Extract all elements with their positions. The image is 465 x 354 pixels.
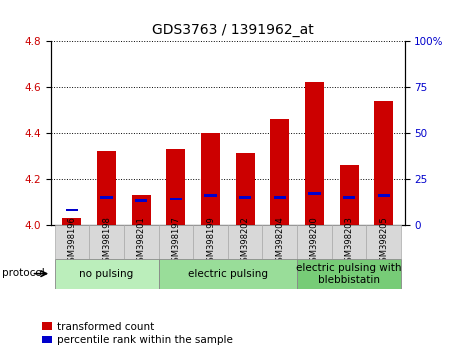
Bar [270,119,289,225]
Bar [89,225,124,259]
Bar [54,225,89,259]
Bar [374,101,393,225]
Bar [204,194,217,197]
Bar [339,165,359,225]
Text: GSM398203: GSM398203 [345,217,353,267]
Bar [201,133,220,225]
Text: electric pulsing: electric pulsing [188,269,268,279]
Bar [166,149,186,225]
Text: electric pulsing with
blebbistatin: electric pulsing with blebbistatin [296,263,402,285]
Bar [159,259,297,289]
Text: GSM398196: GSM398196 [67,217,76,267]
Text: GSM398201: GSM398201 [137,217,146,267]
Bar [62,218,81,225]
Text: GSM398199: GSM398199 [206,217,215,267]
Bar [132,195,151,225]
Bar [308,192,321,195]
Text: no pulsing: no pulsing [80,269,134,279]
Bar [193,225,228,259]
Bar [97,151,116,225]
Bar [297,259,401,289]
Text: GDS3763 / 1391962_at: GDS3763 / 1391962_at [152,23,313,37]
Bar [273,196,286,199]
Bar [135,200,147,202]
Bar [378,194,390,197]
Text: protocol: protocol [2,268,45,278]
Text: GSM398198: GSM398198 [102,217,111,267]
Bar [54,259,159,289]
Bar [159,225,193,259]
Legend: transformed count, percentile rank within the sample: transformed count, percentile rank withi… [42,321,233,345]
Bar [228,225,263,259]
Text: GSM398204: GSM398204 [275,217,284,267]
Bar [66,209,78,211]
Bar [100,196,113,199]
Text: GSM398200: GSM398200 [310,217,319,267]
Bar [366,225,401,259]
Text: GSM398197: GSM398197 [172,217,180,267]
Text: GSM398202: GSM398202 [241,217,250,267]
Bar [305,82,324,225]
Bar [332,225,366,259]
Bar [263,225,297,259]
Bar [297,225,332,259]
Bar [236,154,255,225]
Bar [343,196,355,199]
Bar [239,196,252,199]
Text: GSM398205: GSM398205 [379,217,388,267]
Bar [124,225,159,259]
Bar [170,198,182,200]
